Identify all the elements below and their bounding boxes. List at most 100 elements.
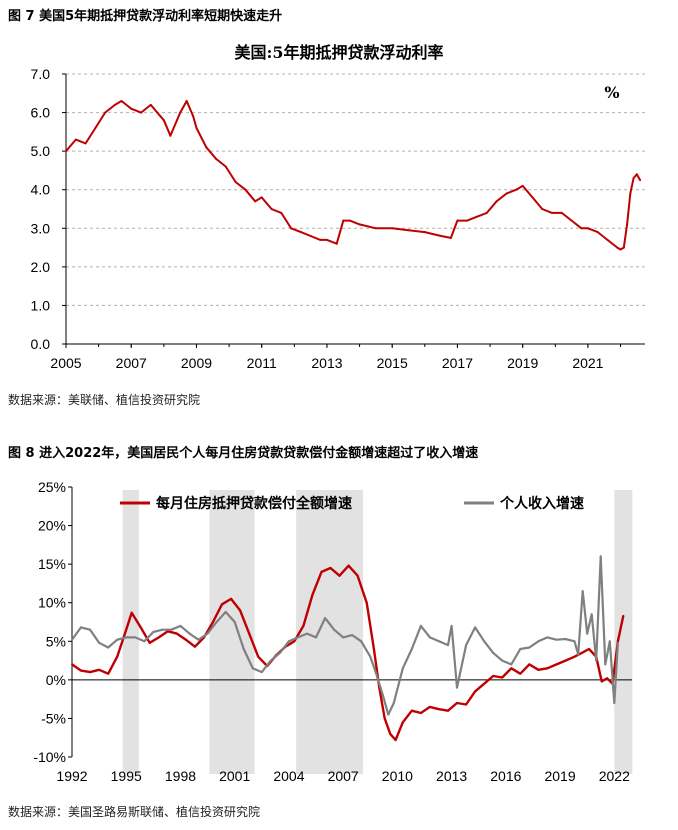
chart1-y-tick: 5.0 [31, 143, 51, 159]
chart2-data-point [546, 636, 549, 639]
chart2-data-point [329, 567, 332, 569]
chart2-data-point [347, 564, 350, 567]
chart1-data-point [94, 127, 97, 129]
chart1-data-point [254, 200, 257, 203]
chart2-data-point [342, 636, 345, 639]
chart2-data-point [555, 663, 558, 666]
chart2-data-point [613, 702, 616, 704]
chart2-data-point [450, 624, 453, 627]
chart2-data-point [333, 628, 336, 631]
chart1-data-point [629, 192, 632, 195]
chart2-data-point [555, 638, 558, 641]
chart2-data-point [537, 640, 540, 643]
chart2-data-point [157, 636, 160, 639]
chart2-data-point [269, 659, 272, 662]
chart1-y-tick: 4.0 [31, 182, 51, 198]
chart1-data-point [466, 219, 469, 222]
chart1-x-tick: 2005 [50, 355, 81, 371]
chart2-data-point [152, 631, 155, 634]
chart1-x-tick: 2011 [247, 355, 277, 371]
chart2-data-point [437, 640, 440, 643]
chart2-data-point [365, 601, 368, 604]
chart2-data-point [356, 574, 359, 577]
chart2-shaded-period [614, 490, 633, 774]
chart1-y-tick: 0.0 [31, 336, 51, 352]
chart2-data-point [510, 663, 513, 666]
legend-label-income: 个人收入增速 [499, 495, 584, 512]
chart1-y-tick: 7.0 [31, 66, 51, 82]
chart2-data-point [287, 640, 290, 643]
chart1-data-point [639, 179, 642, 182]
chart2-data-point [590, 613, 593, 616]
chart2-shaded-period [296, 490, 364, 774]
chart1-data-point [358, 223, 361, 226]
chart-payment-vs-income: 25% 20% 15% 10% 5% 0% -5% -10% 1992 1995 1998 2001 2… [33, 479, 633, 784]
chart2-data-point [599, 555, 602, 558]
chart2-data-point [528, 646, 531, 649]
chart2-data-point [573, 655, 576, 658]
figure-7-title: 图 7 美国5年期抵押贷款浮动利率短期快速走升 [8, 9, 283, 24]
chart1-data-point [495, 200, 498, 203]
chart2-data-point [260, 671, 263, 674]
chart1-data-point [485, 211, 488, 214]
chart2-data-point [324, 617, 327, 620]
chart2-data-point [588, 648, 590, 650]
chart2-data-point [392, 702, 395, 704]
chart2-data-point [71, 638, 73, 641]
chart2-data-point [161, 628, 164, 631]
chart2-data-point [456, 702, 459, 704]
chart2-data-point [616, 640, 619, 643]
chart1-title: 美国:5年期抵押贷款浮动利率 [234, 43, 443, 62]
chart2-data-point [586, 632, 589, 635]
chart2-data-point [616, 641, 619, 644]
chart1-data-point [348, 219, 351, 222]
chart2-data-point [311, 594, 314, 596]
chart2-data-point [410, 709, 413, 712]
chart-mortgage-rate: 美国:5年期抵押贷款浮动利率% 0.0 1.0 2.0 3.0 4.0 5.0 6.0 7.0 2… [31, 43, 645, 371]
chart1-data-point [156, 111, 159, 114]
chart2-data-point [296, 636, 299, 639]
chart1-data-point [74, 138, 77, 141]
chart2-data-point [179, 624, 182, 627]
chart2-data-point [519, 672, 522, 675]
chart1-data-point [244, 188, 247, 191]
chart2-x-tick: 2019 [544, 768, 575, 784]
chart2-data-point [389, 732, 392, 735]
chart2-data-point [125, 636, 128, 639]
chart2-data-point [98, 668, 101, 671]
chart1-data-point [423, 231, 426, 234]
chart2-x-tick: 2022 [599, 768, 630, 784]
chart2-data-point [89, 671, 92, 674]
chart2-data-point [573, 640, 576, 643]
chart1-data-point [280, 211, 283, 214]
chart2-data-point [221, 603, 224, 606]
chart1-data-point [260, 196, 263, 199]
chart2-data-point [248, 632, 251, 635]
chart2-data-point [401, 721, 404, 724]
chart1-y-tick: 3.0 [31, 220, 51, 236]
chart1-data-point [626, 223, 629, 226]
chart1-data-point [622, 246, 625, 249]
chart1-data-point [309, 235, 312, 237]
chart2-data-point [580, 651, 583, 654]
chart1-x-tick: 2015 [377, 355, 408, 371]
chart2-data-point [410, 648, 413, 650]
chart2-data-point [537, 668, 540, 671]
legend-label-mortgage: 每月住房抵押贷款偿付全额增速 [156, 495, 352, 512]
chart1-data-point [120, 100, 123, 102]
chart1-y-tick: 1.0 [31, 297, 51, 313]
chart2-data-point [437, 708, 440, 711]
chart2-data-point [394, 739, 397, 742]
chart2-data-point [116, 655, 119, 658]
chart2-data-point [492, 675, 495, 677]
chart1-data-point [606, 238, 609, 241]
chart1-x-tick: 2007 [116, 355, 147, 371]
chart1-data-point [335, 242, 338, 245]
chart1-data-point [596, 231, 599, 234]
chart2-data-point [80, 669, 83, 672]
chart1-data-point [65, 150, 67, 153]
chart2-y-tick: 10% [38, 595, 66, 611]
chart2-data-point [125, 628, 128, 631]
chart1-data-point [374, 227, 377, 230]
chart2-data-point [483, 640, 486, 643]
